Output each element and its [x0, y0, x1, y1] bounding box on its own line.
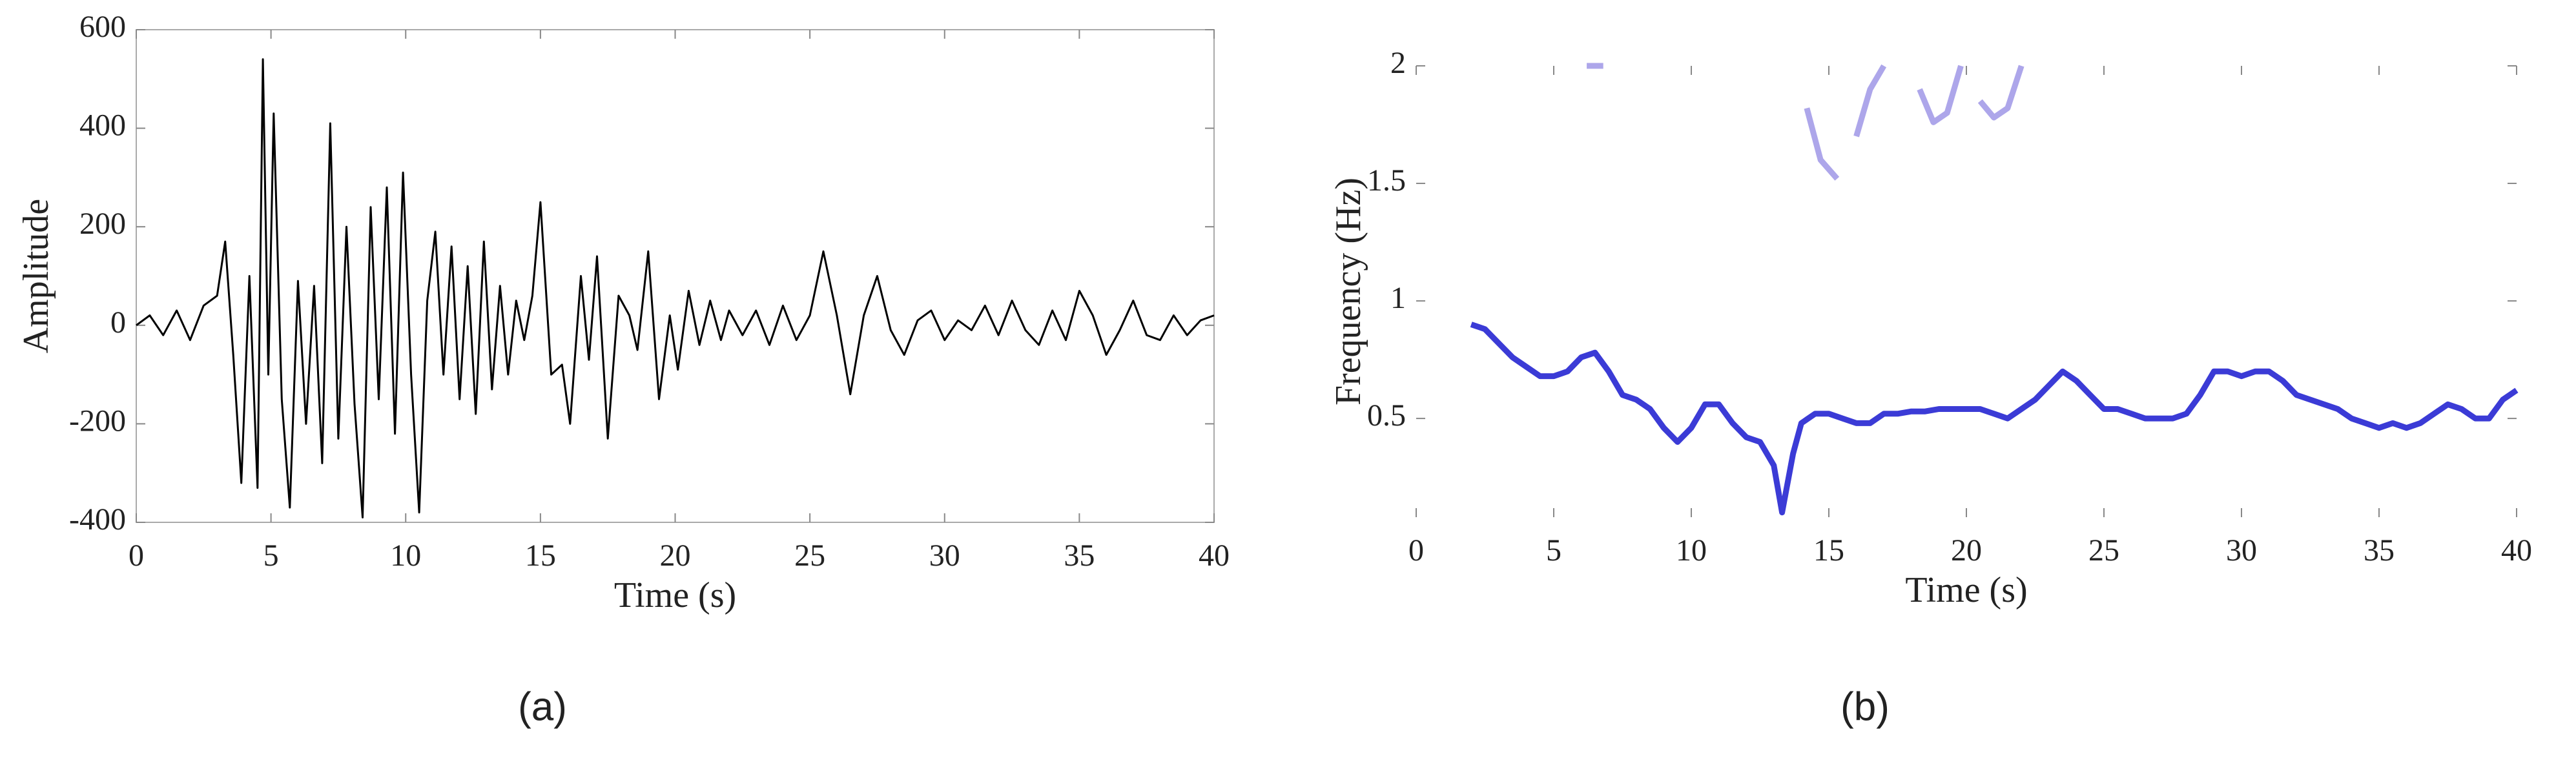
x-tick-label: 35 — [2364, 533, 2395, 568]
series-line — [1587, 63, 2025, 181]
x-tick-label: 10 — [390, 538, 421, 573]
x-tick-label: 40 — [1199, 538, 1230, 573]
x-tick-label: 40 — [2501, 533, 2532, 568]
x-tick-label: 5 — [263, 538, 279, 573]
y-tick-label: 1 — [1390, 281, 1406, 315]
x-tick-label: 15 — [525, 538, 556, 573]
x-tick-label: 30 — [929, 538, 960, 573]
y-tick-label: 0.5 — [1367, 398, 1406, 433]
x-tick-label: 20 — [660, 538, 691, 573]
x-tick-label: 5 — [1546, 533, 1561, 568]
y-tick-label: -400 — [69, 502, 126, 537]
x-tick-label: 20 — [1951, 533, 1982, 568]
series-line — [1470, 322, 2519, 516]
y-tick-label: 2 — [1390, 46, 1406, 80]
x-axis-label: Time (s) — [1905, 570, 2027, 610]
x-tick-label: 30 — [2226, 533, 2257, 568]
y-axis-label: Frequency (Hz) — [1328, 178, 1368, 405]
y-tick-label: 1.5 — [1367, 163, 1406, 198]
x-tick-label: 25 — [794, 538, 825, 573]
y-tick-label: 600 — [79, 10, 126, 44]
plot-frame — [136, 29, 1215, 523]
x-tick-label: 15 — [1813, 533, 1844, 568]
panel-label: (b) — [1840, 684, 1890, 729]
x-tick-label: 35 — [1064, 538, 1095, 573]
y-axis-label: Amplitude — [16, 199, 56, 354]
x-tick-label: 25 — [2088, 533, 2119, 568]
y-tick-label: 200 — [79, 207, 126, 241]
series-line — [136, 58, 1215, 518]
x-tick-label: 0 — [129, 538, 144, 573]
panel-label: (a) — [518, 684, 567, 729]
x-tick-label: 0 — [1408, 533, 1424, 568]
x-tick-label: 10 — [1676, 533, 1707, 568]
y-tick-label: -200 — [69, 404, 126, 438]
x-axis-label: Time (s) — [614, 575, 736, 615]
y-tick-label: 400 — [79, 108, 126, 143]
y-tick-label: 0 — [110, 305, 126, 340]
